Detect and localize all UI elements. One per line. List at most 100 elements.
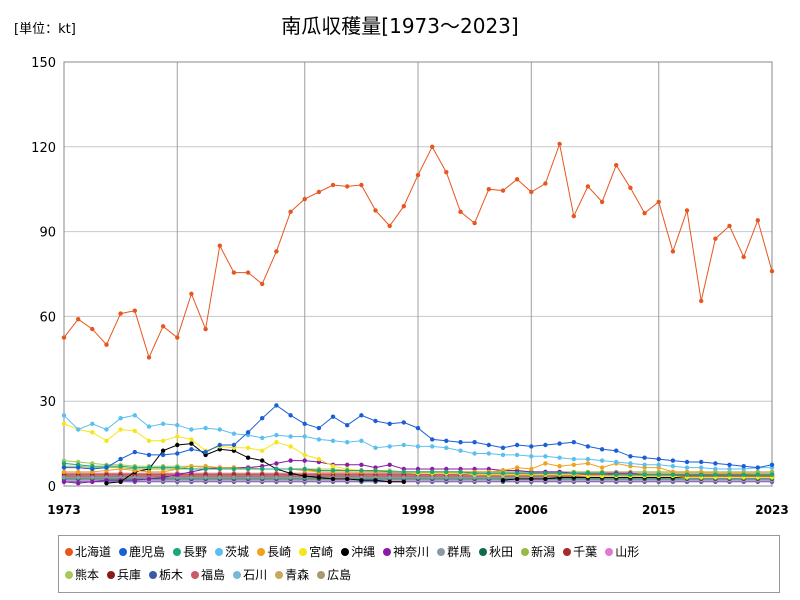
data-point [90, 475, 95, 480]
data-point [755, 465, 760, 470]
data-point [260, 416, 265, 421]
data-point [684, 465, 690, 470]
data-point [146, 355, 152, 360]
data-point [514, 452, 520, 458]
data-point [90, 421, 95, 426]
x-tick-label: 1981 [161, 503, 194, 517]
data-point [713, 466, 718, 472]
data-point [741, 472, 746, 477]
data-point [189, 291, 194, 296]
data-point [231, 270, 237, 275]
data-point [585, 444, 591, 449]
data-point [571, 440, 576, 445]
data-point [387, 223, 392, 229]
legend-marker [173, 547, 182, 556]
data-point [387, 462, 392, 467]
data-point [741, 254, 746, 260]
data-point [245, 475, 251, 480]
data-point [231, 431, 237, 436]
data-point [387, 479, 392, 484]
data-point [642, 462, 647, 467]
data-point [345, 184, 350, 189]
data-point [557, 471, 562, 476]
legend-item: 石川 [233, 566, 267, 583]
data-point [260, 475, 265, 480]
legend-label: 山形 [615, 545, 640, 559]
data-point [614, 459, 619, 465]
data-point [670, 249, 676, 254]
data-point [175, 434, 180, 439]
legend-row: 熊本 兵庫 栃木 福島 石川 青森 広島 [65, 563, 773, 586]
legend-label: 長崎 [267, 545, 292, 559]
data-point [160, 438, 166, 443]
legend-marker [257, 547, 266, 556]
data-point [472, 440, 477, 445]
data-point [330, 414, 336, 419]
series-北海道 [61, 141, 775, 360]
data-point [61, 421, 67, 426]
legend-label: 広島 [327, 568, 352, 582]
legend-label: 福島 [201, 568, 226, 582]
data-point [727, 472, 732, 477]
data-point [160, 421, 166, 426]
data-point [132, 308, 137, 313]
data-point [373, 468, 378, 473]
data-point [599, 458, 605, 463]
data-point [104, 465, 109, 470]
data-point [401, 479, 406, 484]
data-point [231, 466, 237, 472]
data-point [274, 475, 279, 480]
data-point [316, 475, 322, 480]
data-point [288, 475, 293, 480]
legend-label: 熊本 [75, 568, 100, 582]
data-point [90, 479, 95, 484]
data-point [444, 438, 449, 443]
data-point [104, 481, 109, 486]
data-point [274, 249, 279, 254]
data-point [61, 469, 67, 475]
data-point [330, 438, 336, 443]
data-point [557, 141, 562, 147]
data-point [76, 317, 81, 322]
series-長野 [61, 461, 775, 477]
data-point [614, 448, 619, 453]
data-point [302, 421, 307, 426]
data-point [274, 440, 279, 445]
data-point [160, 465, 166, 470]
legend-item: 新潟 [521, 543, 555, 560]
data-point [543, 461, 548, 466]
legend-label: 長野 [183, 545, 208, 559]
data-point [472, 451, 477, 456]
legend-marker [233, 570, 242, 579]
data-point [557, 441, 562, 446]
data-point [302, 473, 307, 479]
data-point [713, 461, 718, 466]
data-point [514, 442, 520, 448]
data-point [104, 342, 109, 347]
data-point [557, 455, 562, 460]
legend-item: 熊本 [65, 566, 99, 583]
data-point [401, 475, 406, 480]
data-point [543, 476, 548, 482]
data-point [571, 471, 576, 476]
legend-label: 千葉 [573, 545, 598, 559]
data-point [585, 184, 591, 189]
data-point [76, 427, 81, 432]
data-point [175, 465, 180, 470]
data-point [727, 462, 732, 467]
data-point [529, 471, 534, 476]
data-point [458, 448, 463, 453]
data-point [529, 189, 534, 195]
data-point [727, 466, 732, 472]
data-point [132, 465, 137, 470]
data-point [345, 440, 350, 445]
data-point [203, 449, 208, 455]
data-point [316, 425, 322, 431]
data-point [486, 187, 491, 192]
data-point [132, 428, 137, 434]
legend-label: 北海道 [75, 545, 112, 559]
data-point [90, 430, 95, 435]
legend-label: 新潟 [531, 545, 556, 559]
data-point [656, 456, 661, 462]
